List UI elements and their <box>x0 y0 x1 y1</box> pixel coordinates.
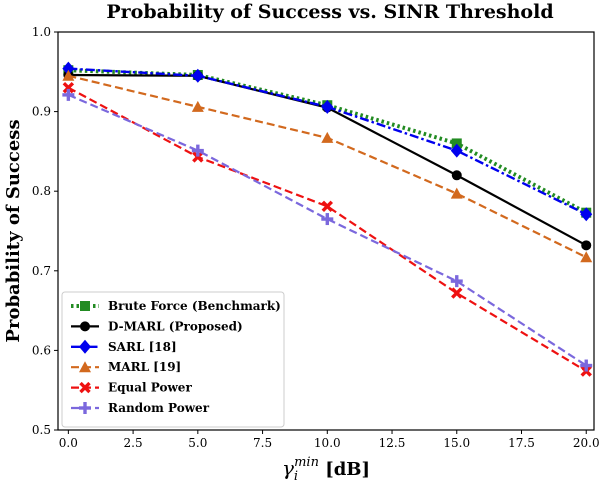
x-tick-label: 12.5 <box>379 436 406 450</box>
data-point <box>450 187 463 199</box>
series-sarl-18 <box>62 61 593 222</box>
series-line <box>67 93 587 367</box>
data-point <box>62 82 75 94</box>
data-point <box>321 99 334 114</box>
series-random-power <box>62 88 593 372</box>
legend-swatch-marker <box>80 301 90 311</box>
legend-swatch-marker <box>79 381 91 394</box>
x-axis-sub: i <box>294 469 298 484</box>
x-tick-label: 15.0 <box>443 436 470 450</box>
y-axis-label: Probability of Success <box>3 119 24 342</box>
data-point <box>580 207 593 222</box>
x-axis-sup: min <box>294 455 319 470</box>
legend: Brute Force (Benchmark) D-MARL (Proposed)… <box>61 291 285 428</box>
data-point <box>192 151 204 163</box>
legend-label: Random Power <box>108 401 210 415</box>
legend-label: Brute Force (Benchmark) <box>108 299 281 313</box>
data-point <box>450 275 463 288</box>
data-point <box>451 170 462 181</box>
y-tick-label: 0.7 <box>32 264 51 278</box>
x-axis: 0.0 2.5 5.0 7.5 10.0 12.5 15.0 17.5 20.0 <box>59 430 600 450</box>
legend-item: Random Power <box>71 401 210 415</box>
legend-swatch-marker <box>79 402 91 414</box>
data-point <box>580 251 593 263</box>
data-point <box>451 287 463 299</box>
data-point <box>321 213 334 226</box>
x-tick-label: 10.0 <box>314 436 341 450</box>
legend-item: D-MARL (Proposed) <box>71 319 243 333</box>
plot-frame <box>57 31 595 431</box>
y-tick-label: 0.6 <box>32 343 51 357</box>
data-point <box>62 69 75 81</box>
data-point <box>62 88 75 101</box>
legend-swatch-marker <box>79 339 91 354</box>
data-point <box>450 143 463 158</box>
legend-item: Equal Power <box>71 381 192 395</box>
x-tick-label: 0.0 <box>59 436 78 450</box>
y-tick-label: 0.5 <box>32 423 51 437</box>
x-axis-unit: [dB] <box>319 459 370 480</box>
y-tick-label: 0.8 <box>32 184 51 198</box>
legend-label: SARL [18] <box>108 340 177 354</box>
data-point <box>191 100 204 112</box>
legend-label: D-MARL (Proposed) <box>108 319 243 333</box>
legend-item: Brute Force (Benchmark) <box>71 299 281 313</box>
x-axis-symbol: γ <box>282 456 294 480</box>
legend-swatch-marker <box>80 321 90 332</box>
data-point <box>451 138 462 149</box>
x-tick-label: 5.0 <box>188 436 207 450</box>
series-layer <box>62 61 593 377</box>
series-marl-19 <box>62 69 593 263</box>
legend-item: SARL [18] <box>71 339 177 354</box>
legend-box <box>61 291 285 428</box>
x-axis-label: γimin [dB] <box>282 455 370 484</box>
data-point <box>62 61 75 76</box>
data-point <box>321 131 334 143</box>
chart-title: Probability of Success vs. SINR Threshol… <box>106 1 553 23</box>
x-tick-label: 20.0 <box>573 436 600 450</box>
data-point <box>191 144 204 157</box>
series-line <box>68 68 588 215</box>
y-tick-label: 0.9 <box>32 105 51 119</box>
data-point <box>191 68 204 83</box>
x-tick-label: 2.5 <box>124 436 143 450</box>
legend-swatch-marker <box>79 361 91 373</box>
data-point <box>321 200 333 213</box>
x-tick-label: 17.5 <box>508 436 535 450</box>
legend-item: MARL [19] <box>71 360 181 374</box>
y-axis: 0.5 0.6 0.7 0.8 0.9 1.0 <box>32 25 58 437</box>
series-line <box>67 86 587 373</box>
legend-label: Equal Power <box>108 381 192 395</box>
legend-label: MARL [19] <box>108 360 181 374</box>
data-point <box>581 240 592 251</box>
x-tick-label: 7.5 <box>253 436 272 450</box>
data-point <box>580 359 593 372</box>
y-tick-label: 1.0 <box>32 25 51 39</box>
